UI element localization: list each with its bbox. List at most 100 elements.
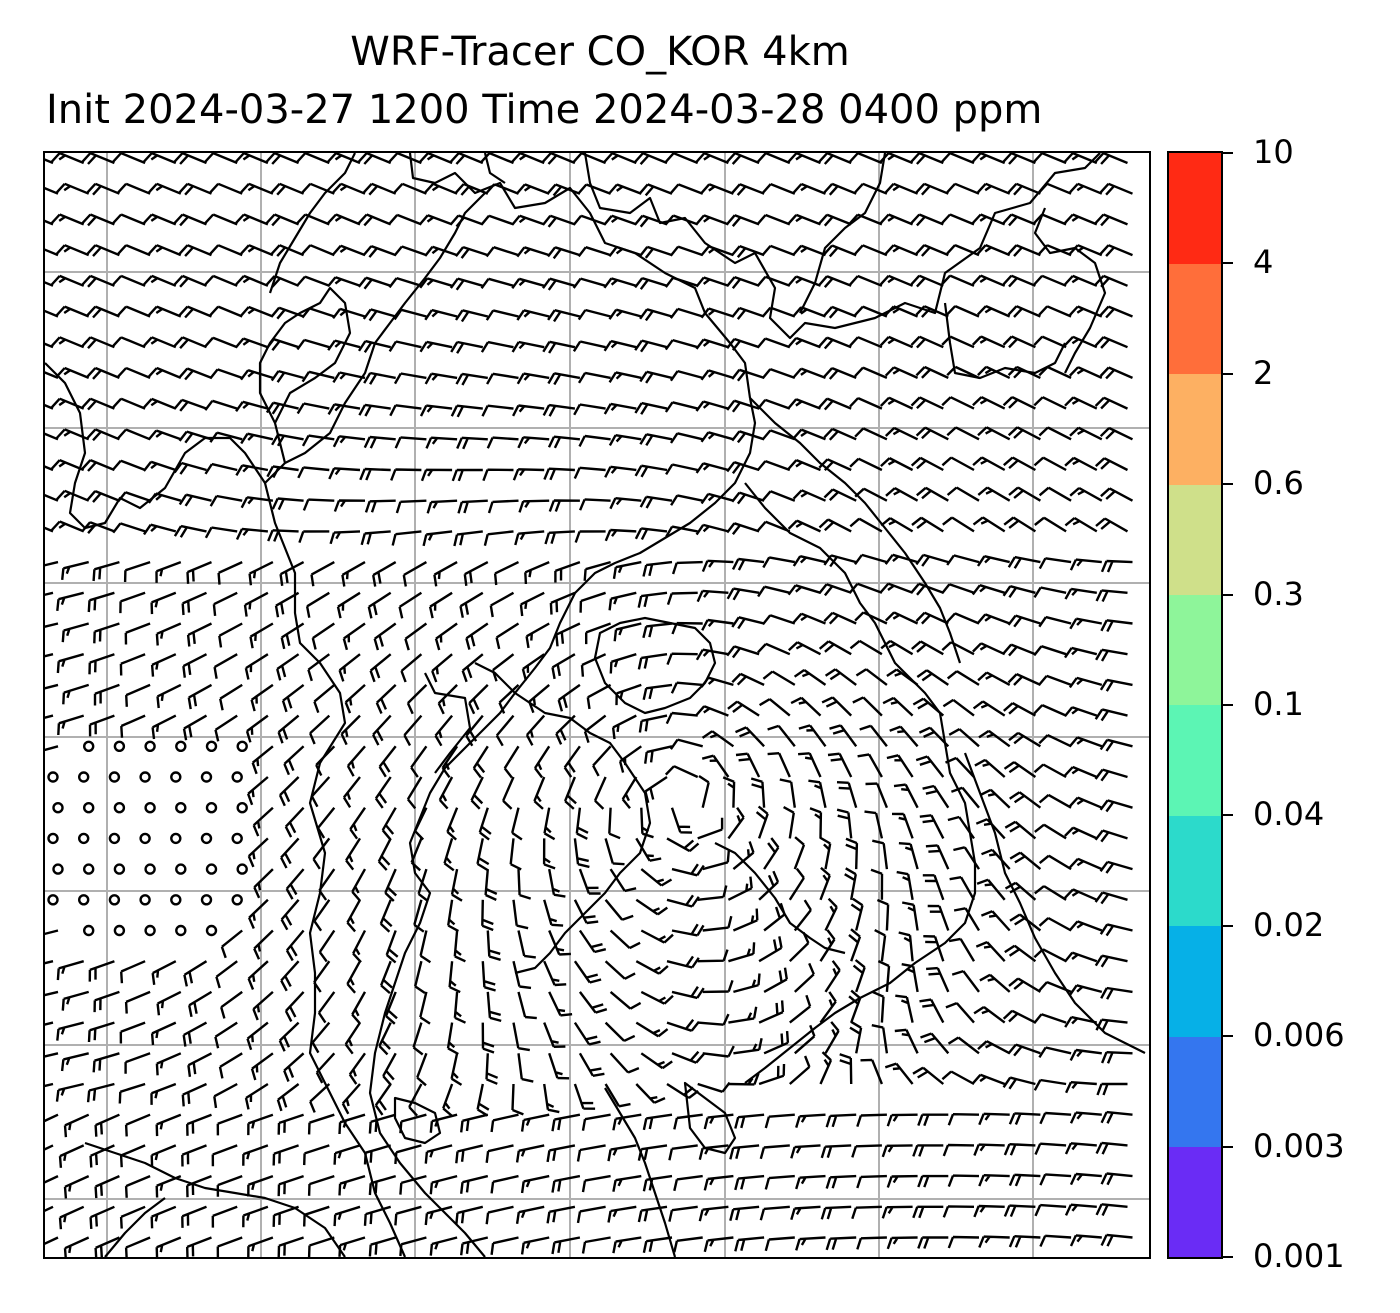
wind-barb bbox=[818, 153, 852, 165]
wind-barb bbox=[581, 1174, 611, 1193]
wind-barb bbox=[879, 213, 914, 226]
wind-barb bbox=[758, 870, 780, 901]
wind-barb bbox=[50, 274, 85, 287]
wind-barb bbox=[695, 276, 729, 288]
wind-barb bbox=[702, 980, 734, 994]
wind-barb bbox=[604, 899, 634, 921]
wind-barb bbox=[735, 726, 765, 748]
wind-barb bbox=[313, 683, 336, 714]
wind-barb bbox=[204, 336, 238, 349]
wind-barb bbox=[1069, 182, 1103, 195]
wind-barb bbox=[408, 1083, 423, 1117]
wind-barb bbox=[1094, 213, 1128, 227]
wind-barb bbox=[246, 1021, 269, 1051]
wind-barb bbox=[820, 1144, 852, 1159]
wind-barb bbox=[1034, 1203, 1067, 1217]
wind-barb bbox=[332, 244, 366, 257]
wind-barb bbox=[512, 960, 532, 990]
wind-barb bbox=[61, 990, 90, 1011]
wind-barb bbox=[695, 338, 729, 350]
wind-barb bbox=[1038, 365, 1072, 379]
wind-barb bbox=[916, 486, 949, 502]
wind-barb bbox=[819, 929, 836, 962]
wind-barb bbox=[512, 468, 545, 481]
wind-barb bbox=[148, 305, 182, 318]
wind-barb bbox=[270, 244, 305, 257]
wind-barb bbox=[307, 1113, 335, 1135]
wind-barb bbox=[872, 839, 889, 870]
wind-barb bbox=[946, 670, 980, 686]
wind-barb bbox=[576, 1205, 606, 1224]
colorbar-segment bbox=[1169, 594, 1221, 706]
wind-barb bbox=[698, 774, 710, 808]
wind-barb bbox=[486, 991, 502, 1023]
wind-barb bbox=[485, 183, 519, 195]
calm-wind-marker bbox=[200, 832, 213, 845]
wind-barb bbox=[763, 967, 788, 993]
wind-barb bbox=[732, 908, 759, 932]
wind-barb bbox=[491, 653, 515, 682]
wind-barb bbox=[516, 309, 550, 321]
wind-barb bbox=[702, 850, 730, 871]
wind-barb bbox=[388, 213, 422, 226]
wind-barb bbox=[277, 714, 300, 744]
wind-barb bbox=[919, 814, 945, 839]
wind-barb bbox=[972, 456, 1006, 472]
wind-barb bbox=[1002, 396, 1036, 410]
wind-barb bbox=[546, 1144, 576, 1163]
wind-barb bbox=[45, 494, 59, 502]
wind-barb bbox=[416, 1052, 428, 1087]
calm-wind-marker bbox=[47, 894, 59, 906]
wind-barb bbox=[945, 756, 975, 778]
wind-barb bbox=[240, 305, 274, 318]
wind-barb bbox=[884, 1062, 914, 1085]
wind-barb bbox=[450, 153, 484, 165]
wind-barb bbox=[615, 683, 642, 706]
wind-barb bbox=[173, 524, 207, 538]
wind-barb bbox=[700, 307, 734, 319]
wind-barb bbox=[441, 745, 459, 779]
wind-barb bbox=[242, 1144, 269, 1166]
wind-barb bbox=[638, 714, 668, 733]
wind-barb bbox=[575, 807, 589, 840]
wind-barb bbox=[1038, 916, 1072, 932]
wind-barb bbox=[779, 778, 796, 808]
wind-barb bbox=[1039, 1173, 1072, 1186]
wind-barb bbox=[512, 1022, 530, 1052]
wind-barb bbox=[533, 776, 546, 810]
wind-barb bbox=[563, 745, 581, 778]
wind-barb bbox=[542, 403, 576, 417]
wind-barb bbox=[150, 653, 177, 677]
wind-barb bbox=[143, 397, 177, 410]
wind-barb bbox=[757, 153, 791, 165]
wind-barb bbox=[460, 1236, 489, 1256]
wind-barb bbox=[573, 960, 602, 984]
wind-barb bbox=[697, 817, 724, 840]
wind-barb bbox=[942, 516, 975, 533]
wind-barb bbox=[155, 1236, 182, 1257]
wind-barb bbox=[731, 244, 765, 258]
wind-barb bbox=[45, 714, 54, 719]
calm-wind-marker bbox=[47, 832, 59, 845]
wind-barb bbox=[695, 462, 729, 474]
wind-barb bbox=[635, 960, 669, 975]
wind-barb bbox=[517, 1053, 534, 1083]
colorbar-segment bbox=[1169, 1036, 1221, 1148]
wind-barb bbox=[1034, 885, 1067, 901]
wind-barb bbox=[45, 929, 59, 936]
wind-barb bbox=[240, 369, 274, 381]
wind-barb bbox=[120, 714, 146, 738]
wind-barb bbox=[468, 684, 489, 715]
wind-barb bbox=[449, 214, 484, 228]
wind-barb bbox=[375, 684, 397, 714]
wind-barb bbox=[947, 1036, 980, 1055]
wind-barb bbox=[215, 960, 238, 989]
wind-barb bbox=[182, 1021, 208, 1047]
wind-barb bbox=[644, 776, 668, 804]
colorbar-segment bbox=[1169, 484, 1221, 596]
wind-barb bbox=[1099, 860, 1133, 874]
wind-barb bbox=[173, 461, 207, 475]
wind-barb bbox=[437, 684, 458, 715]
wind-barb bbox=[1033, 586, 1067, 599]
wind-barb bbox=[147, 429, 182, 441]
